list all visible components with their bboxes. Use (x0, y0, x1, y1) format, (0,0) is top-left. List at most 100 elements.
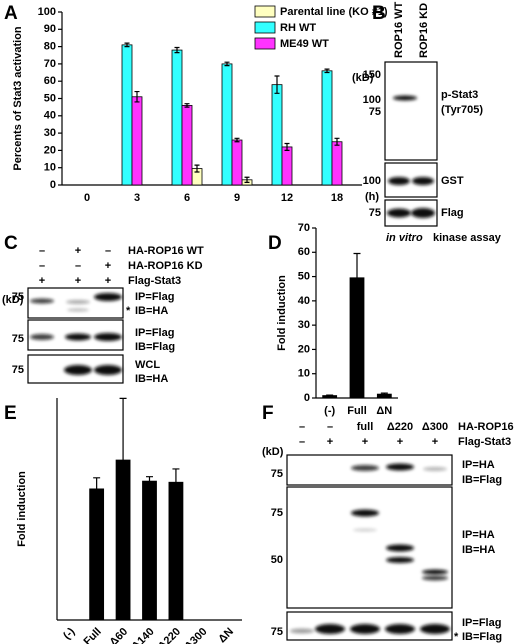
mw-marker: 50 (271, 554, 283, 566)
blot-band (351, 465, 379, 471)
mw-marker: 75 (12, 291, 24, 303)
mw-marker: 75 (271, 507, 283, 519)
blot-band (411, 208, 435, 218)
bar (231, 139, 243, 186)
condition-name: HA-ROP16 WT (128, 245, 204, 257)
x-tick-label: 0 (84, 192, 90, 204)
blot-band (393, 95, 417, 101)
blot-band (412, 177, 434, 185)
condition-mark: + (39, 275, 45, 287)
blot-band (386, 544, 414, 552)
x-axis-label: (h) (365, 191, 379, 203)
error-bar (244, 176, 250, 184)
bar (131, 96, 143, 186)
legend-swatch (254, 5, 276, 18)
condition-mark: Δ220 (387, 421, 413, 433)
error-bar (284, 142, 290, 151)
mw-marker: 75 (271, 468, 283, 480)
x-tick-label: Full (82, 626, 104, 644)
blot-band (387, 208, 411, 218)
bar (181, 105, 193, 186)
blot-band (353, 528, 377, 532)
condition-mark: + (432, 436, 438, 448)
condition-mark: – (299, 436, 305, 448)
y-tick-label: 20 (298, 343, 310, 355)
y-tick-label: 0 (304, 392, 310, 404)
x-tick-label: 12 (281, 192, 293, 204)
error-bar (184, 103, 190, 108)
error-bar (334, 137, 340, 146)
y-tick-label: 50 (298, 270, 310, 282)
y-tick-label: 30 (298, 319, 310, 331)
blot-frame (286, 486, 453, 609)
x-tick-label: (-) (324, 405, 335, 417)
row-label: (Tyr705) (441, 104, 483, 116)
y-tick-label: 50 (44, 92, 56, 104)
blot-band (386, 463, 414, 471)
error-bar (172, 468, 180, 497)
legend-label: Parental line (KO #1) (280, 6, 388, 18)
y-tick-label: 80 (44, 41, 56, 53)
error-bar (119, 397, 127, 523)
mw-unit: (kD) (352, 72, 374, 84)
error-bar (234, 137, 240, 143)
x-tick-label: 6 (184, 192, 190, 204)
blot-band (385, 624, 415, 634)
error-bar (380, 392, 388, 396)
y-tick-label: 40 (298, 295, 310, 307)
y-tick-label: 10 (298, 368, 310, 380)
blot-band (30, 298, 54, 304)
error-bar (274, 75, 280, 94)
blot-band (94, 333, 122, 341)
condition-mark: full (357, 421, 374, 433)
mw-marker: 75 (12, 364, 24, 376)
lane-label: ROP16 KD (418, 3, 430, 58)
blot-band (423, 467, 447, 471)
x-tick-label: Δ300 (182, 626, 209, 644)
error-bar (194, 164, 200, 173)
error-bar (134, 90, 140, 103)
y-tick-label: 100 (38, 6, 56, 18)
blot-band (422, 569, 448, 575)
condition-name: Flag-Stat3 (458, 436, 511, 448)
x-tick-label: ΔN (216, 626, 236, 644)
condition-mark: – (299, 421, 305, 433)
row-note: * (126, 305, 131, 317)
y-tick-label: 70 (44, 58, 56, 70)
y-axis-label: Percents of Stat3 activation (12, 26, 24, 171)
condition-mark: Δ300 (422, 421, 448, 433)
blot-band (94, 293, 122, 301)
y-tick-label: 40 (44, 110, 56, 122)
bar (89, 488, 105, 621)
panel-label: A (4, 3, 18, 24)
error-bar (174, 46, 180, 54)
caption: in vitro (386, 232, 423, 244)
blot-band (315, 624, 345, 634)
condition-mark: + (105, 260, 111, 272)
mw-marker: 100 (363, 175, 381, 187)
condition-name: Flag-Stat3 (128, 275, 181, 287)
condition-name: HA-ROP16 KD (128, 260, 203, 272)
mw-marker: 150 (363, 69, 381, 81)
bar (281, 146, 293, 186)
row-label: IB=Flag (462, 631, 502, 643)
row-label: IB=HA (462, 544, 495, 556)
bar (321, 70, 333, 186)
legend-label: ME49 WT (280, 38, 329, 50)
y-tick-label: 0 (50, 179, 56, 191)
blot-band (67, 308, 89, 312)
panel-label: D (268, 233, 282, 254)
y-axis-label: Fold induction (16, 471, 28, 547)
error-bar (224, 61, 230, 67)
bar (121, 44, 133, 186)
condition-name: HA-ROP16 (458, 421, 514, 433)
x-tick-label: Full (347, 405, 367, 417)
bar (168, 481, 184, 621)
row-label: p-Stat3 (441, 89, 478, 101)
row-label: IP=Flag (135, 327, 174, 339)
row-label: IB=HA (135, 305, 168, 317)
x-tick-label: Δ60 (108, 626, 131, 644)
y-tick-label: 30 (44, 127, 56, 139)
x-tick-label: 9 (234, 192, 240, 204)
error-bar (326, 394, 334, 397)
